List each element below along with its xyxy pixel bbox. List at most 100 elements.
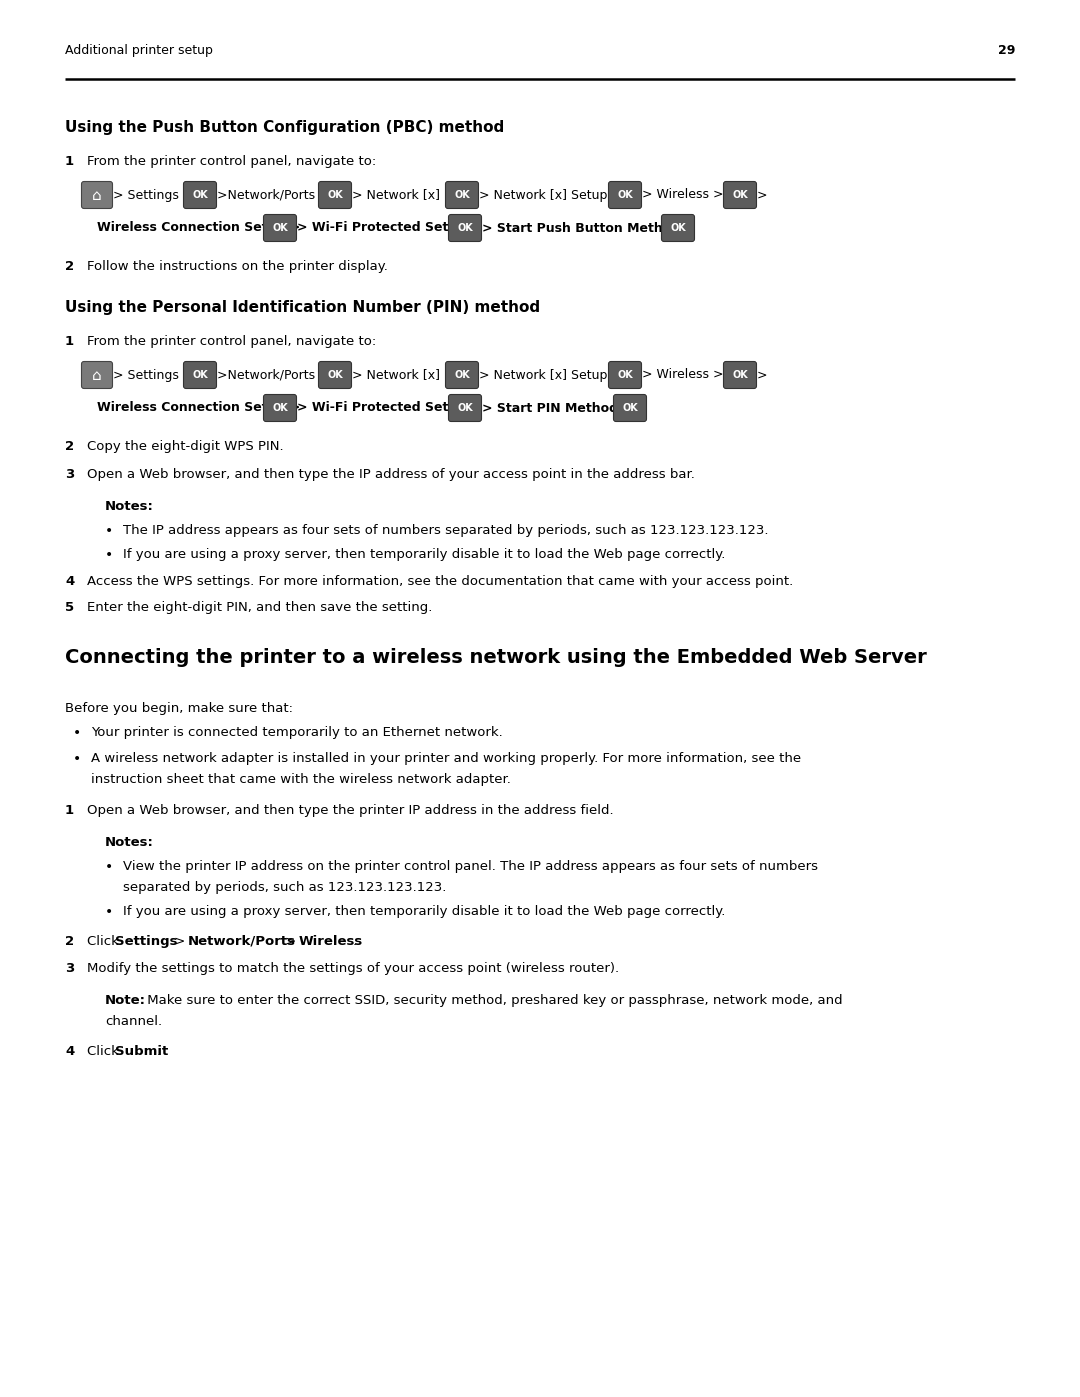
Text: Network/Ports: Network/Ports xyxy=(188,935,296,949)
Text: Access the WPS settings. For more information, see the documentation that came w: Access the WPS settings. For more inform… xyxy=(87,576,793,588)
Text: 1: 1 xyxy=(65,335,75,348)
Text: 2: 2 xyxy=(65,260,75,272)
Text: Notes:: Notes: xyxy=(105,835,153,849)
Text: The IP address appears as four sets of numbers separated by periods, such as 123: The IP address appears as four sets of n… xyxy=(123,524,769,536)
Text: > Network [x] >: > Network [x] > xyxy=(352,369,455,381)
Text: From the printer control panel, navigate to:: From the printer control panel, navigate… xyxy=(87,155,376,168)
Text: Wireless: Wireless xyxy=(299,935,363,949)
Text: •: • xyxy=(105,905,113,919)
Text: Using the Push Button Configuration (PBC) method: Using the Push Button Configuration (PBC… xyxy=(65,120,504,136)
Text: OK: OK xyxy=(327,190,342,200)
Text: > Start Push Button Method >: > Start Push Button Method > xyxy=(482,222,696,235)
Text: channel.: channel. xyxy=(105,1016,162,1028)
Text: > Wireless >: > Wireless > xyxy=(642,189,724,201)
Text: Make sure to enter the correct SSID, security method, preshared key or passphras: Make sure to enter the correct SSID, sec… xyxy=(143,995,842,1007)
Text: Before you begin, make sure that:: Before you begin, make sure that: xyxy=(65,703,293,715)
Text: 29: 29 xyxy=(998,43,1015,57)
FancyBboxPatch shape xyxy=(608,182,642,208)
Text: OK: OK xyxy=(192,370,207,380)
Text: > Settings >: > Settings > xyxy=(113,369,193,381)
FancyBboxPatch shape xyxy=(661,215,694,242)
FancyBboxPatch shape xyxy=(319,182,351,208)
Text: Using the Personal Identification Number (PIN) method: Using the Personal Identification Number… xyxy=(65,300,540,314)
Text: Wireless Connection Setup >: Wireless Connection Setup > xyxy=(97,401,300,415)
Text: Open a Web browser, and then type the IP address of your access point in the add: Open a Web browser, and then type the IP… xyxy=(87,468,694,481)
FancyBboxPatch shape xyxy=(448,394,482,422)
Text: •: • xyxy=(73,752,81,766)
FancyBboxPatch shape xyxy=(613,394,647,422)
Text: 3: 3 xyxy=(65,468,75,481)
Text: >Network/Ports >: >Network/Ports > xyxy=(217,189,329,201)
Text: > Start PIN Method >: > Start PIN Method > xyxy=(482,401,633,415)
FancyBboxPatch shape xyxy=(184,182,216,208)
Text: If you are using a proxy server, then temporarily disable it to load the Web pag: If you are using a proxy server, then te… xyxy=(123,905,726,918)
Text: OK: OK xyxy=(457,402,473,414)
Text: OK: OK xyxy=(732,370,747,380)
Text: Wireless Connection Setup >: Wireless Connection Setup > xyxy=(97,222,300,235)
Text: > Wi-Fi Protected Setup >: > Wi-Fi Protected Setup > xyxy=(297,401,481,415)
Text: >: > xyxy=(281,935,300,949)
Text: 4: 4 xyxy=(65,1045,75,1058)
FancyBboxPatch shape xyxy=(446,362,478,388)
Text: Notes:: Notes: xyxy=(105,500,153,513)
Text: OK: OK xyxy=(732,190,747,200)
Text: > Wi-Fi Protected Setup >: > Wi-Fi Protected Setup > xyxy=(297,222,481,235)
Text: OK: OK xyxy=(617,190,633,200)
Text: Settings: Settings xyxy=(114,935,177,949)
Text: Your printer is connected temporarily to an Ethernet network.: Your printer is connected temporarily to… xyxy=(91,726,503,739)
FancyBboxPatch shape xyxy=(184,362,216,388)
Text: View the printer IP address on the printer control panel. The IP address appears: View the printer IP address on the print… xyxy=(123,861,818,873)
Text: OK: OK xyxy=(457,224,473,233)
FancyBboxPatch shape xyxy=(264,394,297,422)
Text: Additional printer setup: Additional printer setup xyxy=(65,43,213,57)
Text: > Network [x] Setup >: > Network [x] Setup > xyxy=(480,189,622,201)
Text: 1: 1 xyxy=(65,805,75,817)
Text: 1: 1 xyxy=(65,155,75,168)
Text: Enter the eight-digit PIN, and then save the setting.: Enter the eight-digit PIN, and then save… xyxy=(87,601,432,615)
Text: •: • xyxy=(105,548,113,562)
Text: >Network/Ports >: >Network/Ports > xyxy=(217,369,329,381)
Text: 4: 4 xyxy=(65,576,75,588)
Text: OK: OK xyxy=(617,370,633,380)
Text: >: > xyxy=(757,369,768,381)
Text: ⌂: ⌂ xyxy=(92,367,102,383)
Text: 2: 2 xyxy=(65,935,75,949)
Text: > Network [x] Setup >: > Network [x] Setup > xyxy=(480,369,622,381)
Text: 5: 5 xyxy=(65,601,75,615)
Text: Note:: Note: xyxy=(105,995,146,1007)
Text: > Network [x] >: > Network [x] > xyxy=(352,189,455,201)
Text: >: > xyxy=(170,935,190,949)
FancyBboxPatch shape xyxy=(608,362,642,388)
Text: OK: OK xyxy=(272,402,288,414)
Text: Click: Click xyxy=(87,1045,123,1058)
FancyBboxPatch shape xyxy=(724,182,756,208)
Text: Follow the instructions on the printer display.: Follow the instructions on the printer d… xyxy=(87,260,388,272)
Text: instruction sheet that came with the wireless network adapter.: instruction sheet that came with the wir… xyxy=(91,773,511,787)
FancyBboxPatch shape xyxy=(81,182,112,208)
Text: ⌂: ⌂ xyxy=(92,187,102,203)
Text: OK: OK xyxy=(454,370,470,380)
Text: From the printer control panel, navigate to:: From the printer control panel, navigate… xyxy=(87,335,376,348)
FancyBboxPatch shape xyxy=(724,362,756,388)
Text: OK: OK xyxy=(272,224,288,233)
Text: Copy the eight-digit WPS PIN.: Copy the eight-digit WPS PIN. xyxy=(87,440,284,453)
Text: Click: Click xyxy=(87,935,123,949)
Text: If you are using a proxy server, then temporarily disable it to load the Web pag: If you are using a proxy server, then te… xyxy=(123,548,726,562)
Text: OK: OK xyxy=(622,402,638,414)
Text: A wireless network adapter is installed in your printer and working properly. Fo: A wireless network adapter is installed … xyxy=(91,752,801,766)
Text: OK: OK xyxy=(454,190,470,200)
FancyBboxPatch shape xyxy=(448,215,482,242)
Text: > Wireless >: > Wireless > xyxy=(642,369,724,381)
Text: •: • xyxy=(73,726,81,740)
Text: Modify the settings to match the settings of your access point (wireless router): Modify the settings to match the setting… xyxy=(87,963,619,975)
Text: •: • xyxy=(105,524,113,538)
FancyBboxPatch shape xyxy=(446,182,478,208)
Text: OK: OK xyxy=(670,224,686,233)
Text: > Settings >: > Settings > xyxy=(113,189,193,201)
Text: Open a Web browser, and then type the printer IP address in the address field.: Open a Web browser, and then type the pr… xyxy=(87,805,613,817)
Text: >: > xyxy=(757,189,768,201)
Text: separated by periods, such as 123.123.123.123.: separated by periods, such as 123.123.12… xyxy=(123,882,446,894)
Text: 2: 2 xyxy=(65,440,75,453)
Text: OK: OK xyxy=(327,370,342,380)
Text: Submit: Submit xyxy=(114,1045,168,1058)
